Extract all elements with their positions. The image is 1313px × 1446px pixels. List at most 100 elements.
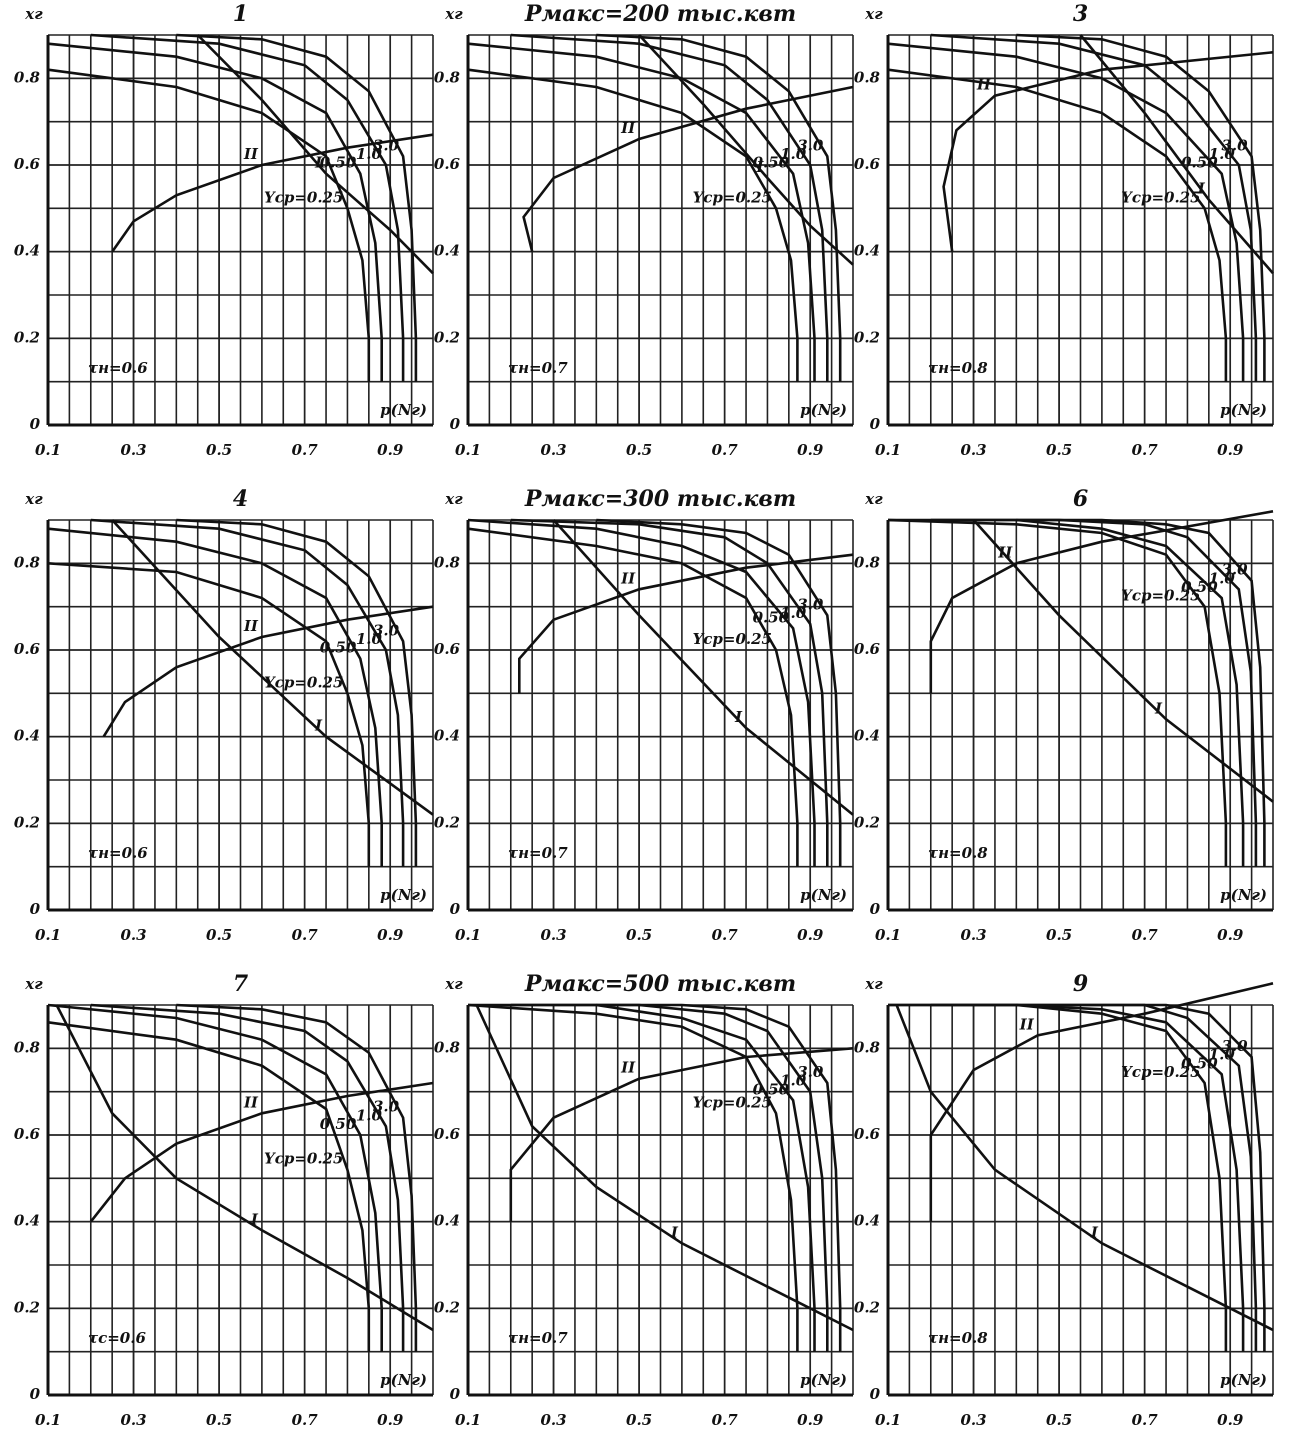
y-tick-label: 0 bbox=[450, 1385, 461, 1403]
y-tick-label: 0.6 bbox=[854, 155, 881, 173]
series-label: 3.0 bbox=[797, 1063, 824, 1081]
y-tick-label: 0.2 bbox=[434, 813, 460, 831]
series-line bbox=[467, 42, 816, 382]
y-tick-label: 0.4 bbox=[854, 242, 880, 260]
x-axis-label: p(Nг) bbox=[800, 886, 847, 904]
series-label: II bbox=[243, 145, 259, 163]
y-tick-label: 0.4 bbox=[14, 242, 40, 260]
y-tick-label: 0.6 bbox=[434, 1125, 461, 1143]
series-line bbox=[47, 1021, 371, 1352]
series-label: I bbox=[1154, 699, 1163, 717]
series-label: 0.50 bbox=[1181, 154, 1218, 172]
y-tick-label: 0.8 bbox=[434, 553, 461, 571]
series-line bbox=[638, 34, 854, 266]
series-label: I bbox=[1197, 180, 1206, 198]
series-label: II bbox=[243, 1093, 259, 1111]
series-label: Yср=0.25 bbox=[1121, 587, 1200, 605]
series-label: 0.50 bbox=[1181, 1054, 1218, 1072]
x-tick-label: 0.1 bbox=[35, 1411, 61, 1429]
x-tick-label: 0.9 bbox=[797, 441, 824, 459]
series-line bbox=[942, 51, 1274, 252]
series-label: Yср=0.25 bbox=[693, 630, 772, 648]
x-tick-label: 0.9 bbox=[797, 1411, 824, 1429]
series-line bbox=[55, 1004, 434, 1332]
series-line bbox=[176, 33, 418, 382]
series-line bbox=[467, 68, 799, 382]
y-tick-label: 0.4 bbox=[434, 242, 460, 260]
series-line bbox=[176, 518, 418, 867]
x-tick-label: 0.9 bbox=[797, 926, 824, 944]
chart-title: 4 bbox=[233, 486, 248, 512]
series-label: 0.50 bbox=[320, 154, 357, 172]
y-tick-label: 0.8 bbox=[434, 1038, 461, 1056]
series-label: I bbox=[755, 158, 764, 176]
series-label: II bbox=[1019, 1015, 1035, 1033]
series-label: 1.0 bbox=[1209, 569, 1236, 587]
x-tick-label: 0.5 bbox=[206, 926, 232, 944]
x-tick-label: 0.7 bbox=[1132, 1411, 1159, 1429]
series-line bbox=[111, 519, 434, 816]
y-tick-label: 0 bbox=[450, 900, 461, 918]
chart-title: Pмакс=300 тыс.квт bbox=[524, 486, 796, 512]
x-axis-label: p(Nг) bbox=[1220, 1371, 1267, 1389]
series-line bbox=[518, 553, 854, 694]
x-tick-label: 0.3 bbox=[121, 1411, 147, 1429]
series-line bbox=[467, 518, 816, 867]
series-line bbox=[929, 510, 1274, 694]
x-tick-label: 0.1 bbox=[35, 441, 61, 459]
series-label: 3.0 bbox=[373, 136, 400, 154]
series-line bbox=[111, 133, 434, 253]
series-label: I bbox=[670, 1223, 679, 1241]
y-tick-label: 0.8 bbox=[854, 553, 881, 571]
x-tick-label: 0.9 bbox=[377, 1411, 404, 1429]
x-tick-label: 0.1 bbox=[35, 926, 61, 944]
series-line bbox=[47, 42, 383, 382]
y-tick-label: 0.8 bbox=[434, 68, 461, 86]
series-line bbox=[596, 33, 842, 382]
annotation: τн=0.7 bbox=[508, 844, 568, 862]
series-label: Yср=0.25 bbox=[693, 188, 772, 206]
y-axis-label: xг bbox=[864, 490, 883, 508]
y-axis-label: xг bbox=[24, 975, 43, 993]
series-label: Yср=0.25 bbox=[1121, 1063, 1200, 1081]
x-axis-label: p(Nг) bbox=[380, 886, 427, 904]
x-tick-label: 0.7 bbox=[712, 1411, 739, 1429]
chart-title: 3 bbox=[1073, 1, 1088, 27]
series-label: 3.0 bbox=[373, 1098, 400, 1116]
series-label: 1.0 bbox=[780, 1072, 807, 1090]
x-tick-label: 0.1 bbox=[875, 441, 901, 459]
series-label: 0.50 bbox=[753, 608, 790, 626]
series-label: Yср=0.25 bbox=[264, 673, 343, 691]
x-tick-label: 0.5 bbox=[206, 1411, 232, 1429]
y-tick-label: 0.2 bbox=[14, 813, 40, 831]
x-tick-label: 0.5 bbox=[206, 441, 232, 459]
series-label: 0.50 bbox=[320, 639, 357, 657]
series-label: Yср=0.25 bbox=[1121, 188, 1200, 206]
y-axis-label: xг bbox=[864, 975, 883, 993]
y-tick-label: 0.6 bbox=[14, 155, 41, 173]
y-tick-label: 0 bbox=[870, 900, 881, 918]
y-axis-label: xг bbox=[444, 5, 463, 23]
y-tick-label: 0.8 bbox=[14, 1038, 41, 1056]
series-label: 0.50 bbox=[1181, 578, 1218, 596]
x-tick-label: 0.9 bbox=[377, 441, 404, 459]
series-line bbox=[47, 527, 383, 867]
y-tick-label: 0.8 bbox=[14, 553, 41, 571]
x-tick-label: 0.7 bbox=[1132, 926, 1159, 944]
series-line bbox=[510, 1003, 829, 1352]
series-line bbox=[522, 85, 854, 253]
annotation: τн=0.8 bbox=[928, 359, 988, 377]
series-line bbox=[90, 33, 405, 382]
series-line bbox=[47, 562, 371, 867]
series-label: Yср=0.25 bbox=[264, 188, 343, 206]
series-label: I bbox=[1090, 1223, 1099, 1241]
series-label: 1.0 bbox=[780, 145, 807, 163]
series-line bbox=[1016, 1003, 1266, 1352]
x-tick-label: 0.1 bbox=[455, 1411, 481, 1429]
series-label: 3.0 bbox=[797, 136, 824, 154]
series-line bbox=[1016, 33, 1266, 382]
series-line bbox=[552, 519, 854, 816]
y-tick-label: 0 bbox=[450, 415, 461, 433]
y-tick-label: 0.2 bbox=[434, 328, 460, 346]
